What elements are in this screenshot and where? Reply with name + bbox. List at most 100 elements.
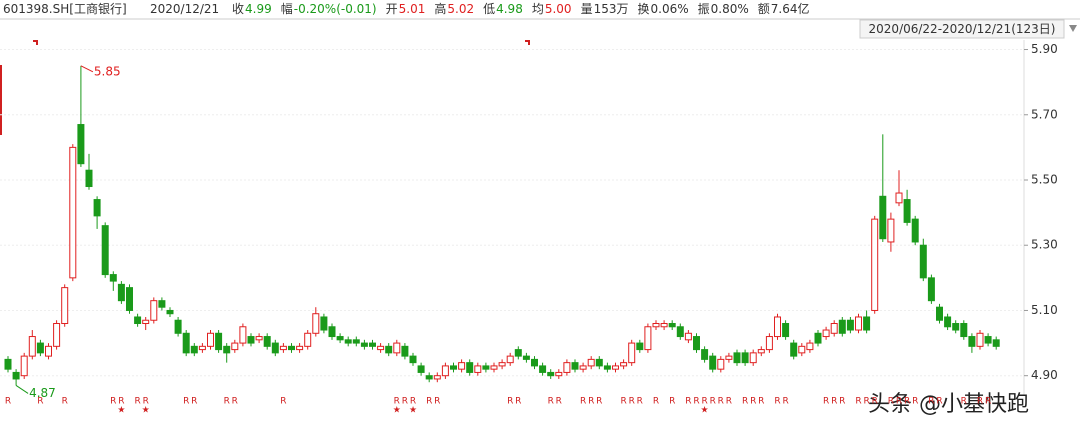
range-box[interactable] xyxy=(859,19,1065,39)
candle-body xyxy=(531,358,538,367)
candle-body xyxy=(101,225,109,276)
candle-body xyxy=(458,362,466,370)
candle-body xyxy=(482,365,490,370)
candle-body xyxy=(134,316,142,325)
candle-body xyxy=(895,192,903,204)
candle-body xyxy=(45,345,52,357)
candle-body xyxy=(304,332,312,347)
candle-body xyxy=(312,313,320,334)
side-marker xyxy=(0,65,2,135)
candle-body xyxy=(93,199,101,217)
candle-body xyxy=(693,336,700,351)
candle-body xyxy=(433,375,441,380)
event-flag-label: R xyxy=(872,397,878,407)
candle-body xyxy=(863,316,871,331)
candle-body xyxy=(117,283,125,302)
field-label: 收 xyxy=(232,2,244,16)
field-value: 5.00 xyxy=(545,2,572,16)
candle-body xyxy=(911,218,919,243)
field-value: 5.02 xyxy=(447,2,474,16)
candle-body xyxy=(288,345,295,351)
event-flag-label: R xyxy=(507,397,513,407)
candle-body xyxy=(20,355,28,377)
event-flag-label: R xyxy=(110,397,116,407)
event-flag-label: R xyxy=(426,397,432,407)
event-flag-label: R xyxy=(888,397,894,407)
candle-body xyxy=(798,345,806,354)
event-flag-label: R xyxy=(637,397,643,407)
event-flag-label: R xyxy=(629,397,635,407)
event-flag-label: R xyxy=(118,397,124,407)
candle-body xyxy=(757,349,765,354)
field-label: 额 xyxy=(758,2,770,16)
candle-body xyxy=(668,323,676,328)
candle-body xyxy=(887,218,895,243)
candle-body xyxy=(174,319,182,334)
event-flag-label: R xyxy=(394,397,400,407)
event-flag-label: R xyxy=(580,397,586,407)
candle-body xyxy=(587,358,595,367)
candle-body xyxy=(182,332,190,354)
event-flag-label: R xyxy=(912,397,918,407)
candle-body xyxy=(247,336,255,344)
candle-body xyxy=(846,319,854,331)
candle-body xyxy=(968,336,976,347)
event-flag-label: R xyxy=(855,397,861,407)
candle-body xyxy=(806,342,814,351)
candle-body xyxy=(725,355,733,360)
event-flag-label: R xyxy=(726,397,732,407)
candle-body xyxy=(336,336,344,341)
candle-body xyxy=(360,342,368,347)
candle-body xyxy=(401,345,409,357)
event-flag-label: R xyxy=(434,397,440,407)
annotation: 5.85 xyxy=(94,64,121,78)
event-flag-label: R xyxy=(936,397,942,407)
field-value: 5.01 xyxy=(399,2,426,16)
event-flag-label: R xyxy=(710,397,716,407)
candle-body xyxy=(53,323,61,347)
watermark: 头条 @小基快跑 xyxy=(868,392,1029,417)
event-star: ★ xyxy=(142,406,150,416)
candle-body xyxy=(328,326,336,338)
candle-body xyxy=(620,362,628,367)
candle-body xyxy=(992,339,1000,347)
candle-body xyxy=(628,342,636,364)
event-flag-label: R xyxy=(191,397,197,407)
range-text[interactable]: 2020/06/22-2020/12/21(123日) xyxy=(869,22,1056,36)
event-flag-label: R xyxy=(232,397,238,407)
candle-body xyxy=(936,306,943,321)
candle-body xyxy=(198,345,206,351)
candle-body xyxy=(782,323,790,338)
event-star: ★ xyxy=(701,406,709,416)
candle-body xyxy=(126,287,133,311)
event-flag xyxy=(525,40,530,45)
event-flag-label: R xyxy=(548,397,554,407)
field-label: 振 xyxy=(698,2,710,16)
candle-body xyxy=(369,342,376,347)
candle-body xyxy=(684,332,692,341)
candle-body xyxy=(814,332,822,344)
candle-body xyxy=(223,345,231,354)
event-star: ★ xyxy=(117,406,125,416)
candle-body xyxy=(279,345,287,351)
field-label: 量 xyxy=(581,2,593,16)
event-flag-label: R xyxy=(718,397,724,407)
event-flag-label: R xyxy=(134,397,140,407)
y-tick-label: 5.70 xyxy=(1031,107,1058,121)
field-value: 0.80% xyxy=(711,2,749,16)
event-flag-label: R xyxy=(280,397,286,407)
candle-body xyxy=(709,355,717,370)
candle-body xyxy=(207,332,214,347)
event-flag-label: R xyxy=(685,397,691,407)
candle-body xyxy=(166,309,174,315)
candle-body xyxy=(142,319,150,325)
range-dropdown[interactable] xyxy=(1069,25,1077,32)
field-label: 开 xyxy=(386,2,398,16)
candle-body xyxy=(320,316,328,331)
candle-body xyxy=(830,323,838,334)
event-flag xyxy=(33,40,38,45)
event-flag-label: R xyxy=(823,397,829,407)
event-flag-label: R xyxy=(896,397,902,407)
